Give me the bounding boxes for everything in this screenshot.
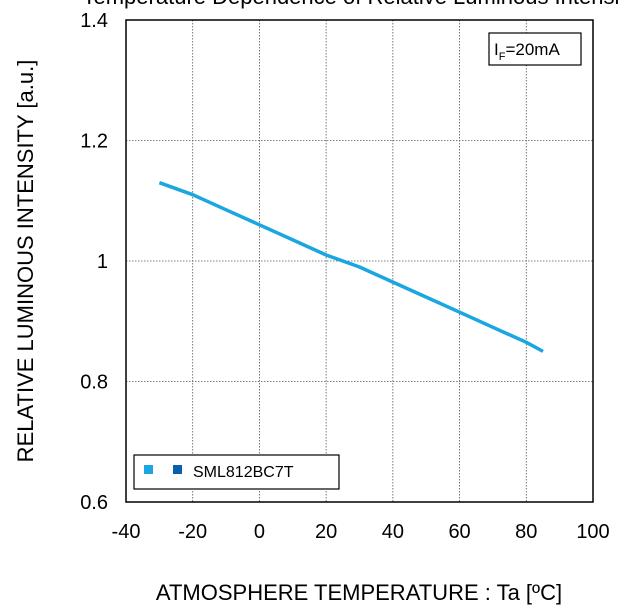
condition-value: =20mA [505,40,560,59]
x-tick-label: 40 [382,521,404,543]
y-axis-ticks: 0.6 0.8 1 1.2 1.4 [80,10,108,514]
legend-swatch-dark [173,465,182,474]
x-tick-label: 0 [254,521,265,543]
y-tick-label: 1.2 [80,131,108,153]
y-tick-label: 0.6 [80,492,108,514]
legend: SML812BC7T [133,454,340,490]
condition-label: IF=20mA [494,40,560,63]
series-layer [158,181,544,353]
x-tick-label: 80 [515,521,537,543]
x-tick-label: 20 [315,521,337,543]
y-axis-label: RELATIVE LUMINOUS INTENSITY [a.u.] [13,60,38,463]
x-tick-label: -40 [112,521,141,543]
chart-title: Temperature Dependence of Relative Lumin… [83,0,621,9]
x-axis-ticks: -40 -20 0 20 40 60 80 100 [112,521,610,543]
x-axis-label: ATMOSPHERE TEMPERATURE : Ta [ºC] [156,580,562,605]
y-tick-label: 1.4 [80,10,108,32]
y-tick-label: 0.8 [80,372,108,394]
y-tick-label: 1 [97,251,108,273]
x-tick-label: -20 [178,521,207,543]
x-tick-label: 100 [576,521,609,543]
condition-box: IF=20mA [488,32,582,66]
x-tick-label: 60 [448,521,470,543]
condition-subscript: F [499,51,506,63]
condition-main: I [494,40,499,59]
legend-swatch-light [144,465,153,474]
grid-lines [126,20,593,502]
series-line [158,181,544,353]
legend-label: SML812BC7T [193,464,294,481]
plot-area [125,19,594,503]
